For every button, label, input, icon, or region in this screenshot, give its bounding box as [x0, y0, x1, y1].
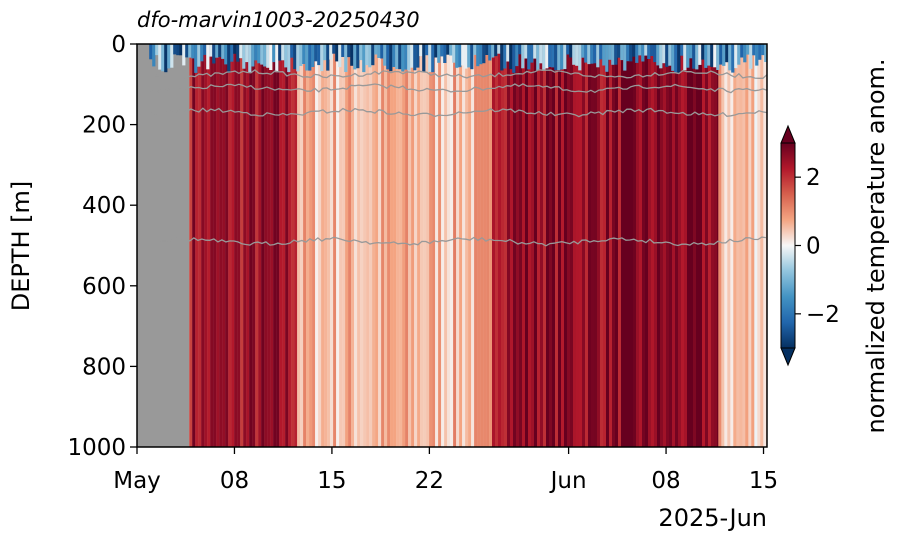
plot-area: [137, 44, 767, 447]
colorbar-gradient: [780, 142, 796, 349]
x-tick-label: 15: [317, 468, 346, 494]
surface-layer: [149, 44, 767, 73]
y-tick-label: 200: [82, 113, 126, 139]
anomaly-period-3: [492, 44, 721, 447]
x-tick-label: 08: [220, 468, 249, 494]
x-tick-label: May: [113, 468, 161, 494]
x-tick-label: 08: [651, 468, 680, 494]
y-axis-label: DEPTH [m]: [7, 181, 35, 312]
plot-frame: [136, 43, 768, 448]
x-axis: May 08 15 22 Jun 08 15: [113, 447, 778, 494]
y-tick-label: 1000: [67, 435, 126, 461]
anomaly-period-1: [189, 44, 298, 447]
colorbar: −2 0 2 normalized temperature anom.: [780, 58, 890, 434]
colorbar-tick-label: 0: [806, 234, 821, 260]
y-axis: 0 200 400 600 800 1000: [67, 32, 137, 461]
y-tick-label: 0: [111, 32, 126, 58]
anomaly-period-2: [297, 44, 493, 447]
isotherm-contours: [150, 69, 767, 247]
y-tick-label: 400: [82, 193, 126, 219]
y-tick-label: 600: [82, 274, 126, 300]
x-tick-label: Jun: [549, 468, 587, 494]
colorbar-extend-max: [780, 124, 796, 144]
colorbar-extend-min: [780, 347, 796, 367]
colorbar-label: normalized temperature anom.: [862, 58, 890, 433]
no-data-region: [137, 44, 190, 447]
x-tick-label: 15: [749, 468, 778, 494]
chart-title: dfo-marvin1003-20250430: [137, 8, 420, 32]
isotherm-line: [150, 107, 767, 118]
x-axis-label: 2025-Jun: [658, 504, 767, 532]
isotherm-line: [150, 69, 767, 80]
y-tick-label: 800: [82, 354, 126, 380]
colorbar-tick-label: 2: [806, 165, 821, 191]
isotherm-line: [150, 83, 767, 94]
isotherm-line: [157, 236, 766, 247]
x-tick-label: 22: [415, 468, 444, 494]
colorbar-tick-label: −2: [806, 302, 840, 328]
anomaly-period-4: [718, 44, 767, 447]
